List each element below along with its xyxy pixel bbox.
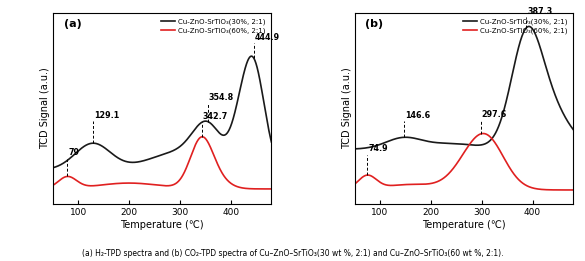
Text: 297.6: 297.6 xyxy=(481,110,507,119)
Legend: Cu-ZnO-SrTiO₃(30%, 2:1), Cu-ZnO-SrTiO₃(60%, 2:1): Cu-ZnO-SrTiO₃(30%, 2:1), Cu-ZnO-SrTiO₃(6… xyxy=(159,16,268,36)
Text: 354.8: 354.8 xyxy=(209,93,234,103)
Text: (a) H₂-TPD spectra and (b) CO₂-TPD spectra of Cu–ZnO–SrTiO₃(30 wt %, 2:1) and Cu: (a) H₂-TPD spectra and (b) CO₂-TPD spect… xyxy=(82,250,503,258)
Text: 129.1: 129.1 xyxy=(94,111,119,120)
Text: (a): (a) xyxy=(64,19,81,29)
Text: 79: 79 xyxy=(68,149,80,157)
Legend: Cu-ZnO-SrTiO₃(30%, 2:1), Cu-ZnO-SrTiO₃(60%, 2:1): Cu-ZnO-SrTiO₃(30%, 2:1), Cu-ZnO-SrTiO₃(6… xyxy=(461,16,570,36)
Text: 146.6: 146.6 xyxy=(405,111,430,120)
X-axis label: Temperature (℃): Temperature (℃) xyxy=(121,220,204,230)
X-axis label: Temperature (℃): Temperature (℃) xyxy=(422,220,505,230)
Y-axis label: TCD Signal (a.u.): TCD Signal (a.u.) xyxy=(342,67,352,149)
Y-axis label: TCD Signal (a.u.): TCD Signal (a.u.) xyxy=(40,67,50,149)
Text: 342.7: 342.7 xyxy=(202,112,228,121)
Text: 387.3: 387.3 xyxy=(527,7,552,16)
Text: (b): (b) xyxy=(366,19,384,29)
Text: 74.9: 74.9 xyxy=(368,144,388,153)
Text: 444.9: 444.9 xyxy=(254,33,280,42)
